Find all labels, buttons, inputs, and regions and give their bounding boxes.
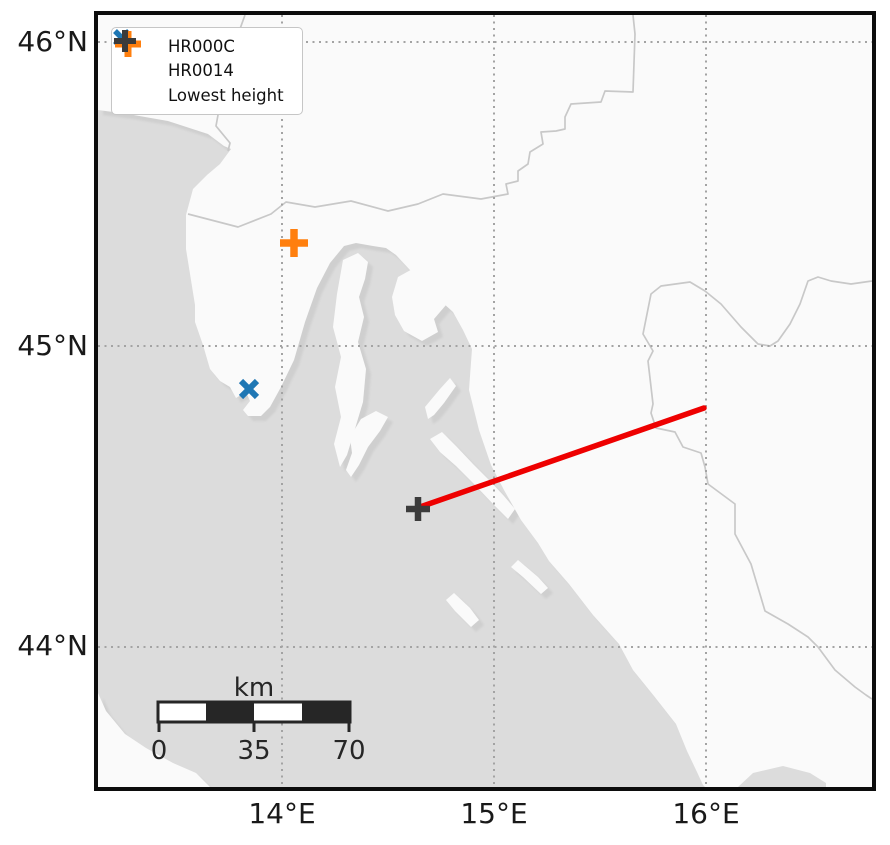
sea-inlet [738,766,826,787]
lon-tick-15e: 15°E [460,797,528,830]
legend-item-lowest-height: Lowest height [114,30,294,108]
plus-marker-icon [280,229,308,257]
map-plot-area: km 0 35 70 HR000C [94,11,876,791]
legend-label: Lowest height [168,85,284,105]
graticule [98,15,872,787]
scalebar-tick-70: 70 [332,736,365,766]
lon-tick-14e: 14°E [248,797,316,830]
scalebar: km 0 35 70 [151,673,366,766]
island-rab [425,378,456,419]
lat-tick-46n: 46°N [17,25,88,58]
islet-2 [511,560,548,594]
beam-ray-line [417,405,707,510]
scalebar-seg-dark-2 [302,702,350,722]
map-canvas: km 0 35 70 [98,15,872,787]
border-slovenia-croatia [187,15,636,228]
lat-tick-44n: 44°N [17,629,88,662]
islet-1 [446,593,479,627]
island-cres [333,253,368,467]
scalebar-tick-0: 0 [151,736,168,766]
legend: HR000C HR0014 Lowest height [111,27,303,115]
station-marker-hr0014 [280,229,308,257]
border-croatia-bosnia [642,276,872,700]
italy-coast [98,693,210,787]
legend-item-hr0014: HR0014 [115,31,294,84]
scalebar-tick-35: 35 [237,736,270,766]
lon-tick-16e: 16°E [672,797,740,830]
legend-label: HR000C [168,36,235,56]
mainland-istria-croatia [98,15,872,787]
scalebar-unit: km [234,673,274,703]
legend-label: HR0014 [168,61,234,81]
plus-marker-icon [406,497,430,521]
station-marker-hr000c [238,378,260,400]
island-krk [392,265,448,341]
lat-tick-45n: 45°N [17,329,88,362]
scalebar-ticks [157,722,351,732]
lowest-height-marker [406,497,430,521]
scalebar-seg-dark-1 [206,702,254,722]
x-marker-icon [238,378,260,400]
island-losinj [346,411,388,477]
